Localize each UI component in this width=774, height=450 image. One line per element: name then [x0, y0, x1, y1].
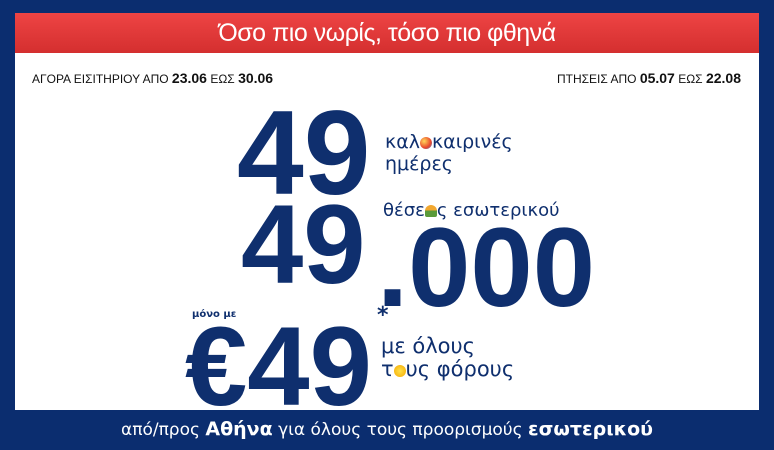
- flights-from: 05.07: [639, 70, 675, 86]
- taxes-text-b: υς φόρους: [405, 357, 515, 381]
- days-text-b: καιρινές: [431, 131, 513, 153]
- ad-card: Όσο πιο νωρίς, τόσο πιο φθηνά ΑΓΟΡΑ ΕΙΣΙ…: [15, 13, 759, 429]
- taxes-text-a: τ: [381, 357, 394, 381]
- seats-text-a: θέσε: [383, 200, 425, 221]
- taxes-label: με όλους τ υς φόρους: [381, 335, 514, 381]
- footer-banner: από/προς Αθήνα για όλους τους προορισμού…: [0, 410, 774, 449]
- days-number: 49: [237, 86, 371, 220]
- footer-text-c: εσωτερικού: [528, 418, 653, 440]
- flight-dates: ΠΤΗΣΕΙΣ ΑΠΟ 05.07 ΕΩΣ 22.08: [557, 70, 741, 86]
- flights-label: ΠΤΗΣΕΙΣ ΑΠΟ: [556, 72, 637, 86]
- footer-city: Αθήνα: [205, 418, 273, 440]
- sun-icon: [393, 365, 406, 377]
- purchase-from: 23.06: [171, 70, 207, 86]
- footer-text-a: από/προς: [121, 420, 206, 440]
- flights-to: 22.08: [705, 70, 741, 86]
- price-prefix: μόνο με: [192, 309, 237, 320]
- price-amount: €49: [185, 304, 372, 429]
- beach-ball-icon: [419, 137, 432, 149]
- footer-text-b: για όλους τους προορισμούς: [272, 420, 529, 440]
- seats-label: θέσε ς εσωτερικού: [383, 200, 560, 222]
- purchase-label: ΑΓΟΡΑ ΕΙΣΙΤΗΡΙΟΥ ΑΠΟ: [32, 72, 169, 86]
- seats-number-b: .000: [377, 205, 595, 330]
- seats-number-a: 49: [241, 182, 366, 307]
- flights-to-label: ΕΩΣ: [678, 72, 703, 86]
- purchase-to-label: ΕΩΣ: [210, 72, 235, 86]
- days-text-line2: ημέρες: [385, 153, 453, 175]
- umbrella-icon: [424, 205, 437, 217]
- purchase-to: 30.06: [238, 70, 274, 86]
- days-text-a: καλ: [385, 131, 420, 153]
- seats-text-b: ς εσωτερικού: [436, 200, 560, 221]
- purchase-dates: ΑΓΟΡΑ ΕΙΣΙΤΗΡΙΟΥ ΑΠΟ 23.06 ΕΩΣ 30.06: [32, 70, 273, 86]
- days-label: καλ καιρινές ημέρες: [385, 131, 513, 175]
- headline: Όσο πιο νωρίς, τόσο πιο φθηνά: [15, 13, 759, 53]
- price-asterisk: *: [377, 303, 389, 328]
- taxes-line1: με όλους: [381, 334, 475, 358]
